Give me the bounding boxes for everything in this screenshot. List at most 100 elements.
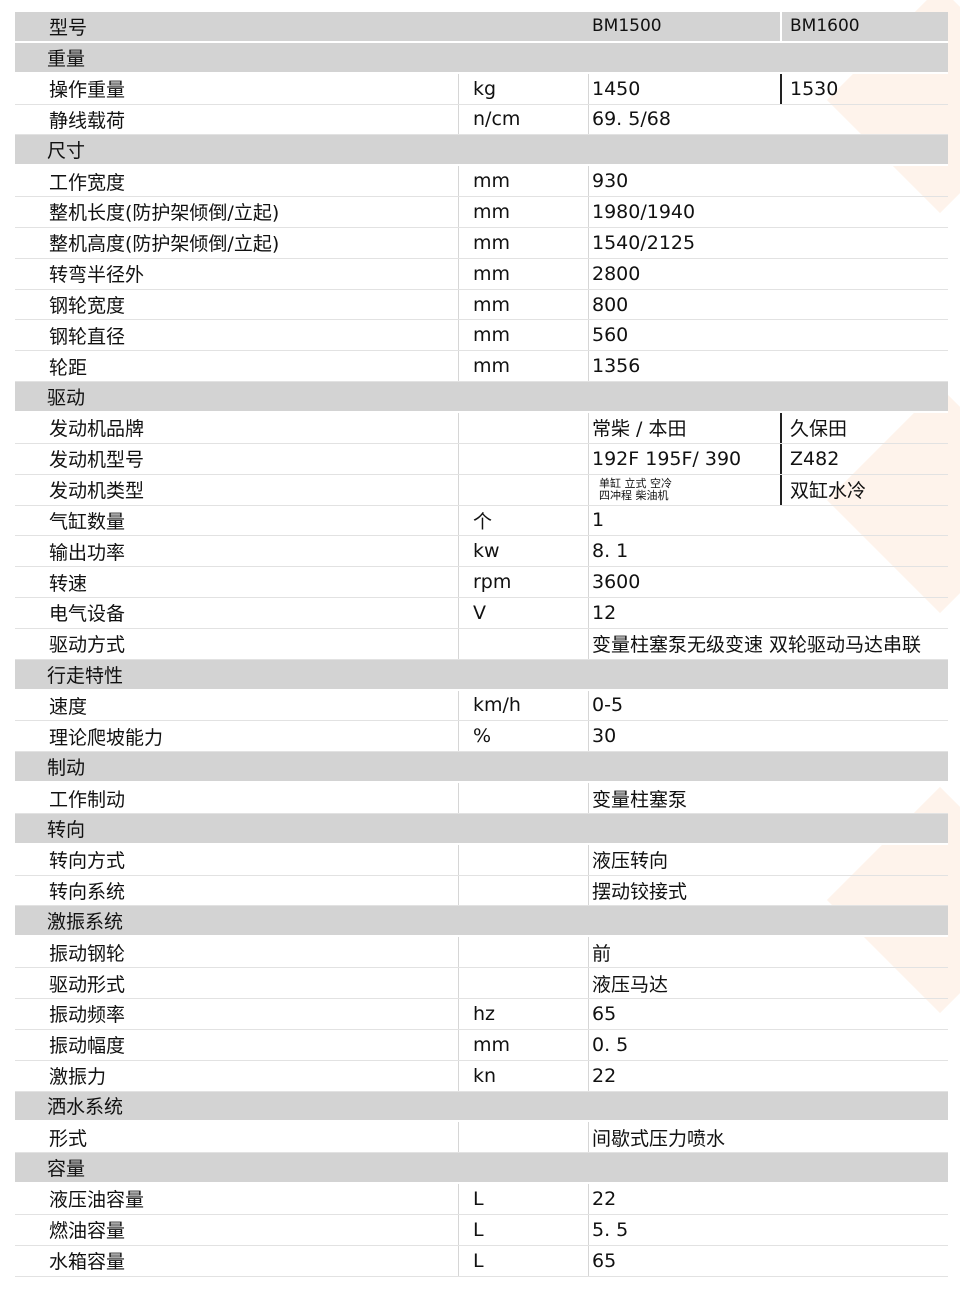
spec-value: 0. 5 xyxy=(588,1029,780,1060)
spec-unit: mm xyxy=(458,258,588,289)
spec-label: 速度 xyxy=(49,695,88,718)
table-header: 型号 BM1500 BM1600 xyxy=(15,12,948,43)
section-header: 行走特性 xyxy=(15,659,948,691)
spec-value: 1450 xyxy=(588,73,780,104)
spec-label: 电气设备 xyxy=(49,603,126,626)
table-row: 驱动形式 液压马达 xyxy=(15,968,948,999)
spec-unit xyxy=(458,844,588,875)
spec-value-model-2: 久保田 xyxy=(780,412,847,443)
spec-unit: hz xyxy=(458,999,588,1029)
spec-value-model-2: 双缸水冷 xyxy=(780,474,866,505)
table-row: 气缸数量 个 1 xyxy=(15,505,948,537)
spec-label: 发动机品牌 xyxy=(49,418,145,441)
spec-label: 工作宽度 xyxy=(49,171,126,194)
spec-label: 液压油容量 xyxy=(49,1189,145,1212)
spec-unit: mm xyxy=(458,320,588,351)
spec-value: 1356 xyxy=(588,351,780,382)
spec-unit: L xyxy=(458,1184,588,1214)
table-row: 激振力 kn 22 xyxy=(15,1060,948,1092)
table-row: 燃油容量 L 5. 5 xyxy=(15,1214,948,1246)
header-model-2: BM1600 xyxy=(780,12,860,41)
spec-unit: km/h xyxy=(458,690,588,721)
section-header: 激振系统 xyxy=(15,906,948,938)
table-row: 电气设备 V 12 xyxy=(15,598,948,629)
section-title: 尺寸 xyxy=(47,140,86,163)
spec-label: 理论爬坡能力 xyxy=(49,726,164,749)
table-row: 工作宽度 mm 930 xyxy=(15,166,948,198)
spec-value: 0-5 xyxy=(588,690,780,721)
spec-value: 192F 195F/ 390 xyxy=(588,443,780,474)
spec-label: 整机高度(防护架倾倒/立起) xyxy=(49,233,280,256)
spec-value: 800 xyxy=(588,289,780,320)
spec-value-model-2: Z482 xyxy=(780,443,839,474)
table-row: 速度 km/h 0-5 xyxy=(15,690,948,722)
spec-unit: kg xyxy=(458,73,588,104)
spec-unit xyxy=(458,443,588,474)
spec-label: 发动机类型 xyxy=(49,480,145,503)
spec-unit: mm xyxy=(458,1029,588,1060)
table-row: 驱动方式 变量柱塞泵无级变速 双轮驱动马达串联 xyxy=(15,628,948,660)
table-row: 转向方式 液压转向 xyxy=(15,844,948,876)
spec-unit: % xyxy=(458,721,588,752)
spec-unit: mm xyxy=(458,166,588,197)
section-title: 制动 xyxy=(47,757,86,780)
spec-unit xyxy=(458,1122,588,1153)
spec-value: 1980/1940 xyxy=(588,197,780,227)
header-label: 型号 xyxy=(49,16,88,39)
spec-unit xyxy=(458,412,588,443)
spec-label: 钢轮宽度 xyxy=(49,295,126,318)
spec-unit: V xyxy=(458,598,588,628)
spec-value: 1540/2125 xyxy=(588,227,780,258)
spec-label: 轮距 xyxy=(49,356,88,379)
spec-value: 12 xyxy=(588,598,780,628)
spec-value: 常柴 / 本田 xyxy=(588,412,780,443)
table-row: 整机高度(防护架倾倒/立起) mm 1540/2125 xyxy=(15,227,948,259)
section-title: 洒水系统 xyxy=(47,1096,124,1119)
section-header: 洒水系统 xyxy=(15,1091,948,1123)
spec-value: 930 xyxy=(588,166,780,197)
table-row: 水箱容量 L 65 xyxy=(15,1245,948,1277)
spec-value: 液压转向 xyxy=(588,844,780,875)
spec-value: 22 xyxy=(588,1184,780,1214)
spec-label: 整机长度(防护架倾倒/立起) xyxy=(49,202,280,225)
spec-unit: 个 xyxy=(458,505,588,536)
table-row: 发动机类型 单缸 立式 空冷 四冲程 柴油机 双缸水冷 xyxy=(15,474,948,506)
section-title: 驱动 xyxy=(47,387,86,410)
section-title: 激振系统 xyxy=(47,911,124,934)
table-row: 工作制动 变量柱塞泵 xyxy=(15,783,948,814)
table-row: 操作重量 kg 1450 1530 xyxy=(15,73,948,105)
spec-unit: mm xyxy=(458,351,588,382)
table-row: 静线载荷 n/cm 69. 5/68 xyxy=(15,104,948,136)
section-title: 容量 xyxy=(47,1158,86,1181)
table-row: 理论爬坡能力% 30 xyxy=(15,721,948,753)
spec-unit: L xyxy=(458,1245,588,1276)
spec-value: 5. 5 xyxy=(588,1214,780,1245)
spec-label: 静线载荷 xyxy=(49,109,126,132)
spec-label: 气缸数量 xyxy=(49,510,126,533)
table-row: 振动钢轮 前 xyxy=(15,937,948,969)
table-row: 钢轮直径 mm 560 xyxy=(15,320,948,352)
spec-label: 钢轮直径 xyxy=(49,325,126,348)
spec-unit: kw xyxy=(458,536,588,567)
table-row: 形式 间歇式压力喷水 xyxy=(15,1122,948,1154)
section-header: 容量 xyxy=(15,1153,948,1185)
spec-value: 22 xyxy=(588,1060,780,1091)
spec-value: 间歇式压力喷水 xyxy=(588,1122,780,1153)
spec-label: 激振力 xyxy=(49,1066,107,1089)
spec-unit: mm xyxy=(458,197,588,227)
spec-value: 液压马达 xyxy=(588,968,780,998)
spec-table: 型号 BM1500 BM1600 重量 操作重量 kg 1450 1530 静线载荷 n/c… xyxy=(15,12,948,1277)
spec-unit xyxy=(458,783,588,813)
spec-label: 形式 xyxy=(49,1127,88,1150)
table-row: 转弯半径外 mm 2800 xyxy=(15,258,948,290)
spec-value: 变量柱塞泵 xyxy=(588,783,780,813)
header-model-1: BM1500 xyxy=(592,16,662,37)
section-header: 尺寸 xyxy=(15,135,948,167)
spec-unit xyxy=(458,968,588,998)
table-row: 转向系统 摆动铰接式 xyxy=(15,875,948,907)
table-row: 整机长度(防护架倾倒/立起) mm 1980/1940 xyxy=(15,197,948,228)
spec-value: 1 xyxy=(588,505,780,536)
spec-label: 转弯半径外 xyxy=(49,264,145,287)
table-row: 钢轮宽度 mm 800 xyxy=(15,289,948,321)
spec-label: 水箱容量 xyxy=(49,1251,126,1274)
